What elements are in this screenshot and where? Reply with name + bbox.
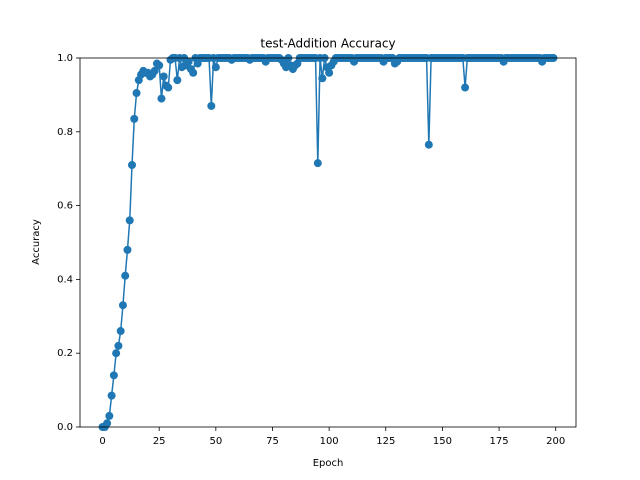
marker xyxy=(325,68,334,77)
x-tick-label: 200 xyxy=(546,436,565,447)
marker xyxy=(116,327,125,336)
x-tick-label: 0 xyxy=(99,436,105,447)
marker xyxy=(130,114,139,123)
marker xyxy=(132,89,141,98)
marker xyxy=(211,63,220,72)
marker xyxy=(424,140,433,149)
marker xyxy=(164,83,173,92)
marker xyxy=(159,72,168,81)
marker xyxy=(155,61,164,70)
marker xyxy=(128,161,137,170)
marker xyxy=(112,349,121,358)
line xyxy=(102,55,554,428)
y-tick-label: 0.0 xyxy=(57,422,73,433)
marker xyxy=(103,419,112,428)
x-tick-label: 100 xyxy=(320,436,339,447)
x-tick-label: 175 xyxy=(490,436,509,447)
y-tick-label: 0.6 xyxy=(57,201,73,212)
x-axis-label: Epoch xyxy=(313,458,344,469)
marker xyxy=(207,101,216,110)
marker xyxy=(461,83,470,92)
marker xyxy=(125,216,134,225)
marker xyxy=(118,301,127,310)
y-axis-label: Accuracy xyxy=(31,219,42,265)
marker xyxy=(318,74,327,83)
marker xyxy=(150,66,159,75)
marker xyxy=(157,94,166,103)
chart-title: test-Addition Accuracy xyxy=(260,37,395,51)
y-tick-label: 1.0 xyxy=(57,53,73,64)
marker xyxy=(109,371,118,380)
x-tick-label: 125 xyxy=(376,436,395,447)
x-tick-label: 50 xyxy=(209,436,222,447)
x-tick-label: 75 xyxy=(266,436,279,447)
y-tick-label: 0.4 xyxy=(57,274,73,285)
y-tick-label: 0.8 xyxy=(57,127,73,138)
marker xyxy=(123,245,132,254)
marker xyxy=(313,159,322,168)
marker xyxy=(114,341,123,350)
marker xyxy=(105,411,114,420)
x-tick-label: 150 xyxy=(433,436,452,447)
x-tick-label: 25 xyxy=(153,436,166,447)
y-tick-label: 0.2 xyxy=(57,348,73,359)
marker xyxy=(184,57,193,66)
marker xyxy=(107,391,116,400)
marker xyxy=(121,271,130,280)
plot-frame xyxy=(79,57,577,428)
marker xyxy=(173,76,182,85)
marker xyxy=(189,68,198,77)
